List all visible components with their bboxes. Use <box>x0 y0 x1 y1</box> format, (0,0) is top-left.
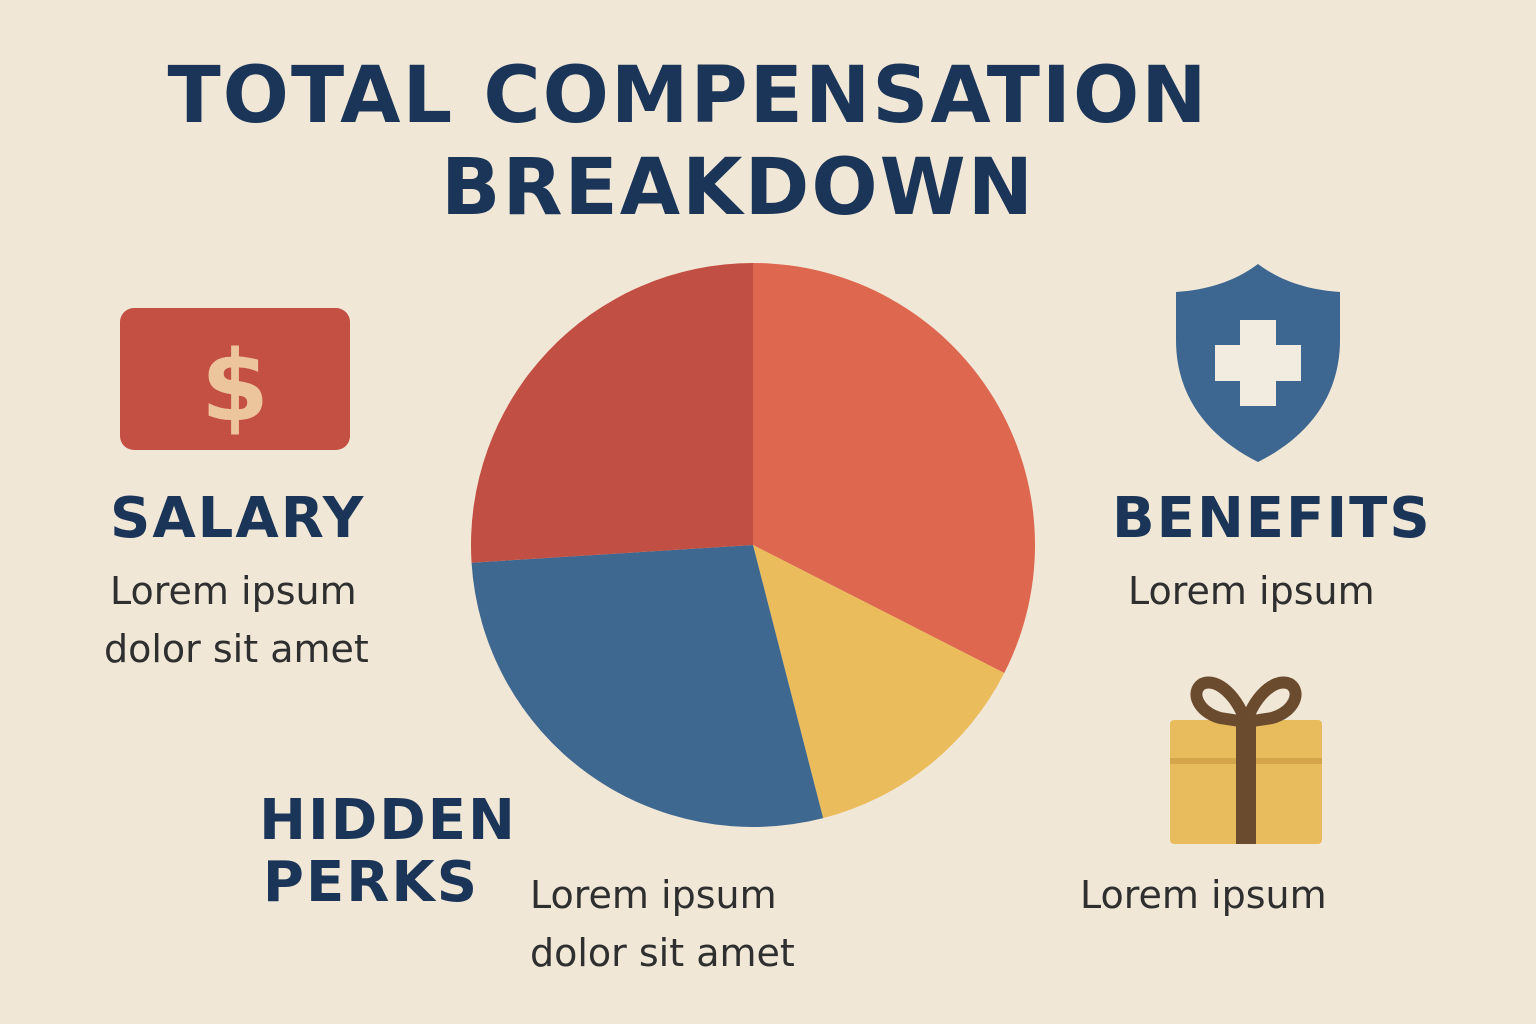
hidden-perks-description-line-2: dolor sit amet <box>530 931 795 975</box>
chart-title-line-1: TOTAL COMPENSATION <box>167 51 1209 141</box>
salary-description-line-1: Lorem ipsum <box>110 569 357 613</box>
chart-title: TOTAL COMPENSATION BREAKDOWN <box>0 50 1536 234</box>
pie-slice-1 <box>753 263 1035 674</box>
gift-description: Lorem ipsum <box>1080 873 1327 917</box>
pie-slice-4 <box>471 263 753 563</box>
gift-icon <box>1170 676 1322 844</box>
salary-description-line-2: dolor sit amet <box>104 627 369 671</box>
dollar-bill-icon: $ <box>120 308 350 450</box>
chart-title-line-2: BREAKDOWN <box>441 143 1035 233</box>
hidden-perks-label: HIDDEN PERKS <box>258 790 518 914</box>
salary-label: SALARY <box>110 486 366 551</box>
hidden-perks-description: Lorem ipsum dolor sit amet <box>530 866 795 982</box>
svg-text:$: $ <box>201 330 269 444</box>
pie-slice-3 <box>471 545 824 827</box>
hidden-perks-label-line-1: HIDDEN <box>259 788 517 853</box>
benefits-description: Lorem ipsum <box>1128 569 1375 613</box>
hidden-perks-description-line-1: Lorem ipsum <box>530 873 777 917</box>
salary-description: Lorem ipsum dolor sit amet <box>104 562 410 678</box>
pie-slice-2 <box>753 545 1005 819</box>
benefits-label: BENEFITS <box>1112 486 1432 551</box>
shield-plus-icon <box>1176 264 1340 462</box>
hidden-perks-label-line-2: PERKS <box>262 850 480 915</box>
